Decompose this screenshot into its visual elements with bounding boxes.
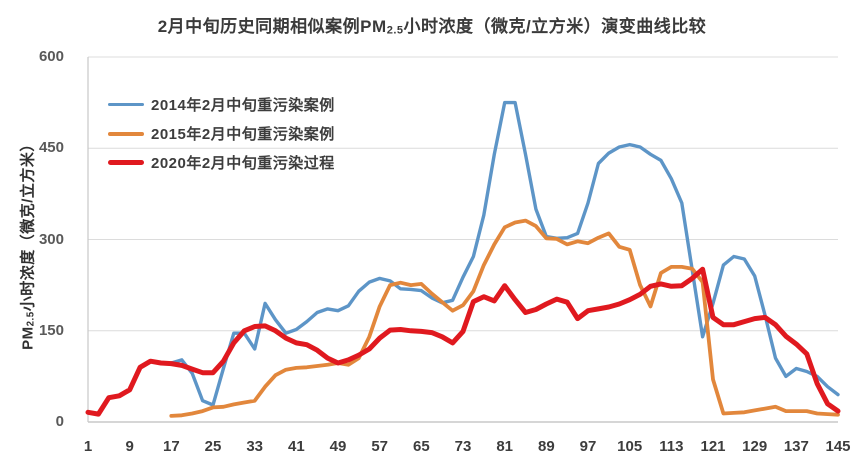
x-tick-label-145: 145	[825, 438, 851, 455]
x-tick-label-73: 73	[454, 438, 472, 455]
x-tick-label-105: 105	[617, 438, 643, 455]
x-tick-label-89: 89	[537, 438, 555, 455]
y-tick-label-600: 600	[38, 48, 64, 65]
chart-title-subscript: 2.5	[386, 24, 404, 37]
y-tick-label-0: 0	[55, 413, 64, 430]
legend-item-2020: 2020年2月中旬重污染过程	[108, 148, 335, 177]
legend-item-2014: 2014年2月中旬重污染案例	[108, 90, 335, 119]
y-tick-label-450: 450	[38, 139, 64, 157]
series-line-2014	[169, 100, 840, 407]
series-line-2020	[85, 266, 841, 417]
x-tick-label-33: 33	[246, 438, 263, 455]
legend-label-2015: 2015年2月中旬重污染案例	[151, 126, 335, 143]
x-tick-label-25: 25	[204, 438, 222, 455]
x-tick-label-17: 17	[162, 438, 180, 455]
legend-swatch-2020	[108, 160, 144, 165]
chart-title-prefix: 2月中旬历史同期相似案例PM	[157, 17, 387, 36]
y-axis-ticks: 0 150 300 450 600	[0, 0, 64, 474]
x-tick-label-49: 49	[329, 438, 347, 455]
legend-swatch-2015	[108, 131, 144, 136]
x-tick-label-41: 41	[287, 438, 305, 455]
x-tick-label-57: 57	[371, 438, 388, 455]
x-tick-label-121: 121	[700, 438, 726, 455]
legend-item-2015: 2015年2月中旬重污染案例	[108, 119, 335, 148]
x-tick-label-9: 9	[125, 438, 134, 455]
legend-swatch-2014	[108, 103, 144, 106]
x-tick-label-97: 97	[579, 438, 597, 455]
chart-title: 2月中旬历史同期相似案例PM2.5小时浓度（微克/立方米）演变曲线比较	[0, 12, 864, 37]
x-tick-label-129: 129	[742, 438, 768, 455]
y-tick-label-300: 300	[38, 230, 64, 248]
x-tick-label-137: 137	[783, 438, 809, 455]
x-tick-label-81: 81	[496, 438, 513, 455]
y-tick-label-150: 150	[38, 321, 64, 339]
x-tick-label-113: 113	[659, 438, 684, 455]
legend-label-2020: 2020年2月中旬重污染过程	[151, 155, 335, 172]
chart-title-suffix: 小时浓度（微克/立方米）演变曲线比较	[403, 17, 707, 36]
x-tick-label-1: 1	[83, 438, 93, 455]
series-line-2015	[169, 218, 840, 418]
legend-label-2014: 2014年2月中旬重污染案例	[151, 97, 335, 114]
legend: 2014年2月中旬重污染案例 2015年2月中旬重污染案例 2020年2月中旬重…	[108, 90, 335, 177]
x-tick-label-65: 65	[412, 438, 430, 455]
